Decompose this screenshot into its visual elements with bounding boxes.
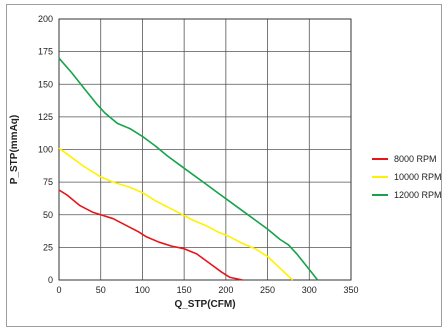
legend-label: 12000 RPM: [394, 190, 442, 200]
series-lines: [58, 57, 319, 281]
x-tick-label: 0: [56, 285, 61, 295]
series-line: [58, 57, 319, 281]
x-tick-label: 150: [177, 285, 192, 295]
y-axis-title: P_STP(mmAq): [9, 115, 20, 184]
y-tick-label: 100: [38, 145, 53, 155]
y-axis-ticks: 0 25 50 75 100 125 150 175 200: [38, 14, 53, 285]
y-tick-label: 75: [43, 177, 53, 187]
y-tick-label: 150: [38, 79, 53, 89]
x-tick-label: 300: [302, 285, 317, 295]
y-tick-label: 175: [38, 47, 53, 57]
x-tick-label: 350: [343, 285, 358, 295]
legend: 8000 RPM 10000 RPM 12000 RPM: [372, 154, 442, 200]
y-tick-label: 0: [48, 275, 53, 285]
x-tick-label: 50: [96, 285, 106, 295]
x-axis-title: Q_STP(CFM): [174, 299, 235, 310]
series-line: [58, 147, 294, 281]
y-tick-label: 200: [38, 14, 53, 24]
y-tick-label: 50: [43, 210, 53, 220]
legend-label: 10000 RPM: [394, 172, 442, 182]
series-line: [58, 189, 243, 281]
y-tick-label: 125: [38, 112, 53, 122]
x-tick-label: 100: [135, 285, 150, 295]
x-tick-label: 200: [218, 285, 233, 295]
y-tick-label: 25: [43, 242, 53, 252]
x-axis-ticks: 0 50 100 150 200 250 300 350: [56, 285, 358, 295]
plot-area: [58, 18, 352, 281]
legend-label: 8000 RPM: [394, 154, 437, 164]
grid: [58, 18, 352, 281]
x-tick-label: 250: [260, 285, 275, 295]
